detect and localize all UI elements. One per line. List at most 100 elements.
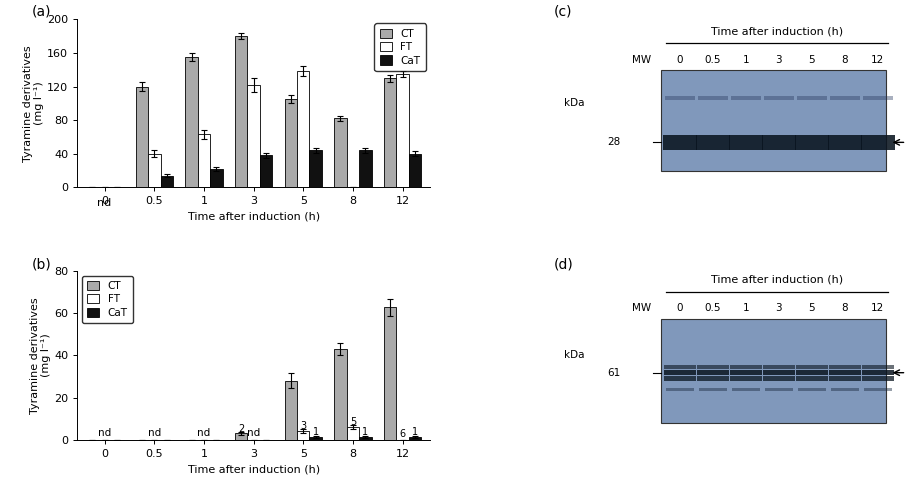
Bar [861, 135, 895, 150]
Text: 12: 12 [871, 55, 885, 65]
Bar [829, 370, 861, 375]
Bar [798, 388, 826, 391]
Bar [409, 154, 421, 187]
Bar [359, 150, 371, 187]
Text: Time after induction (h): Time after induction (h) [711, 26, 844, 36]
Bar [829, 366, 861, 369]
Text: 12: 12 [871, 303, 885, 313]
Bar [764, 388, 793, 391]
Bar [662, 318, 886, 423]
Text: 0.5: 0.5 [704, 303, 721, 313]
Text: nd: nd [96, 198, 111, 208]
Bar [160, 176, 173, 187]
Bar [763, 376, 795, 381]
Legend: CT, FT, CaT: CT, FT, CaT [374, 24, 426, 71]
Bar [795, 135, 829, 150]
Bar [828, 135, 862, 150]
Text: 3: 3 [775, 303, 783, 313]
Bar [763, 96, 794, 100]
Bar [148, 154, 160, 187]
Bar [863, 96, 893, 100]
Bar [862, 370, 894, 375]
Bar [697, 376, 729, 381]
Bar [730, 376, 762, 381]
Bar [763, 366, 795, 369]
Bar [664, 96, 695, 100]
Bar [797, 96, 827, 100]
Legend: CT, FT, CaT: CT, FT, CaT [82, 276, 133, 323]
Text: 1: 1 [743, 303, 749, 313]
Bar [384, 307, 397, 440]
Text: (c): (c) [554, 5, 572, 19]
Text: 1: 1 [412, 427, 418, 437]
Bar [795, 376, 828, 381]
Text: 3: 3 [775, 55, 783, 65]
Text: 8: 8 [842, 303, 848, 313]
Bar [663, 376, 696, 381]
X-axis label: Time after induction (h): Time after induction (h) [187, 464, 319, 474]
Bar [235, 433, 248, 440]
Bar [762, 135, 795, 150]
Text: (d): (d) [554, 257, 573, 271]
Text: 5: 5 [809, 55, 815, 65]
Bar [663, 366, 696, 369]
Bar [334, 349, 347, 440]
Bar [309, 438, 322, 440]
Bar [663, 135, 696, 150]
Text: 0: 0 [676, 55, 683, 65]
Text: 8: 8 [842, 55, 848, 65]
Bar [795, 370, 828, 375]
Text: 3: 3 [300, 421, 307, 431]
Text: nd: nd [197, 428, 210, 438]
Bar [662, 70, 886, 170]
Y-axis label: Tyramine derivatives
(mg l⁻¹): Tyramine derivatives (mg l⁻¹) [30, 297, 52, 414]
Text: 0.5: 0.5 [704, 55, 721, 65]
Text: kDa: kDa [564, 351, 584, 360]
Bar [248, 85, 260, 187]
Bar [698, 96, 728, 100]
Text: 1: 1 [743, 55, 749, 65]
Text: MW: MW [632, 55, 651, 65]
Bar [409, 438, 421, 440]
Bar [831, 388, 859, 391]
Bar [384, 78, 397, 187]
Bar [864, 388, 892, 391]
X-axis label: Time after induction (h): Time after induction (h) [187, 212, 319, 222]
Bar [334, 118, 347, 187]
Text: 5: 5 [809, 303, 815, 313]
Bar [235, 36, 248, 187]
Text: 6: 6 [399, 429, 406, 440]
Bar [397, 74, 409, 187]
Bar [699, 388, 727, 391]
Bar [732, 388, 760, 391]
Text: 28: 28 [608, 137, 621, 147]
Text: nd: nd [98, 428, 111, 438]
Bar [697, 370, 729, 375]
Text: Time after induction (h): Time after induction (h) [711, 275, 844, 285]
Text: nd: nd [147, 428, 161, 438]
Bar [729, 135, 763, 150]
Text: nd: nd [247, 428, 260, 438]
Bar [829, 376, 861, 381]
Bar [862, 376, 894, 381]
Bar [697, 366, 729, 369]
Bar [260, 156, 272, 187]
Bar [666, 388, 694, 391]
Text: (a): (a) [32, 5, 51, 19]
Text: MW: MW [632, 303, 651, 313]
Bar [309, 150, 322, 187]
Bar [347, 427, 359, 440]
Bar [136, 86, 148, 187]
Bar [730, 370, 762, 375]
Bar [210, 169, 223, 187]
Text: (b): (b) [32, 257, 51, 271]
Text: 61: 61 [608, 368, 621, 378]
Text: 1: 1 [362, 427, 369, 437]
Bar [730, 366, 762, 369]
Text: 5: 5 [349, 417, 356, 427]
Bar [297, 431, 309, 440]
Bar [830, 96, 860, 100]
Bar [731, 96, 761, 100]
Text: 0: 0 [676, 303, 683, 313]
Bar [297, 71, 309, 187]
